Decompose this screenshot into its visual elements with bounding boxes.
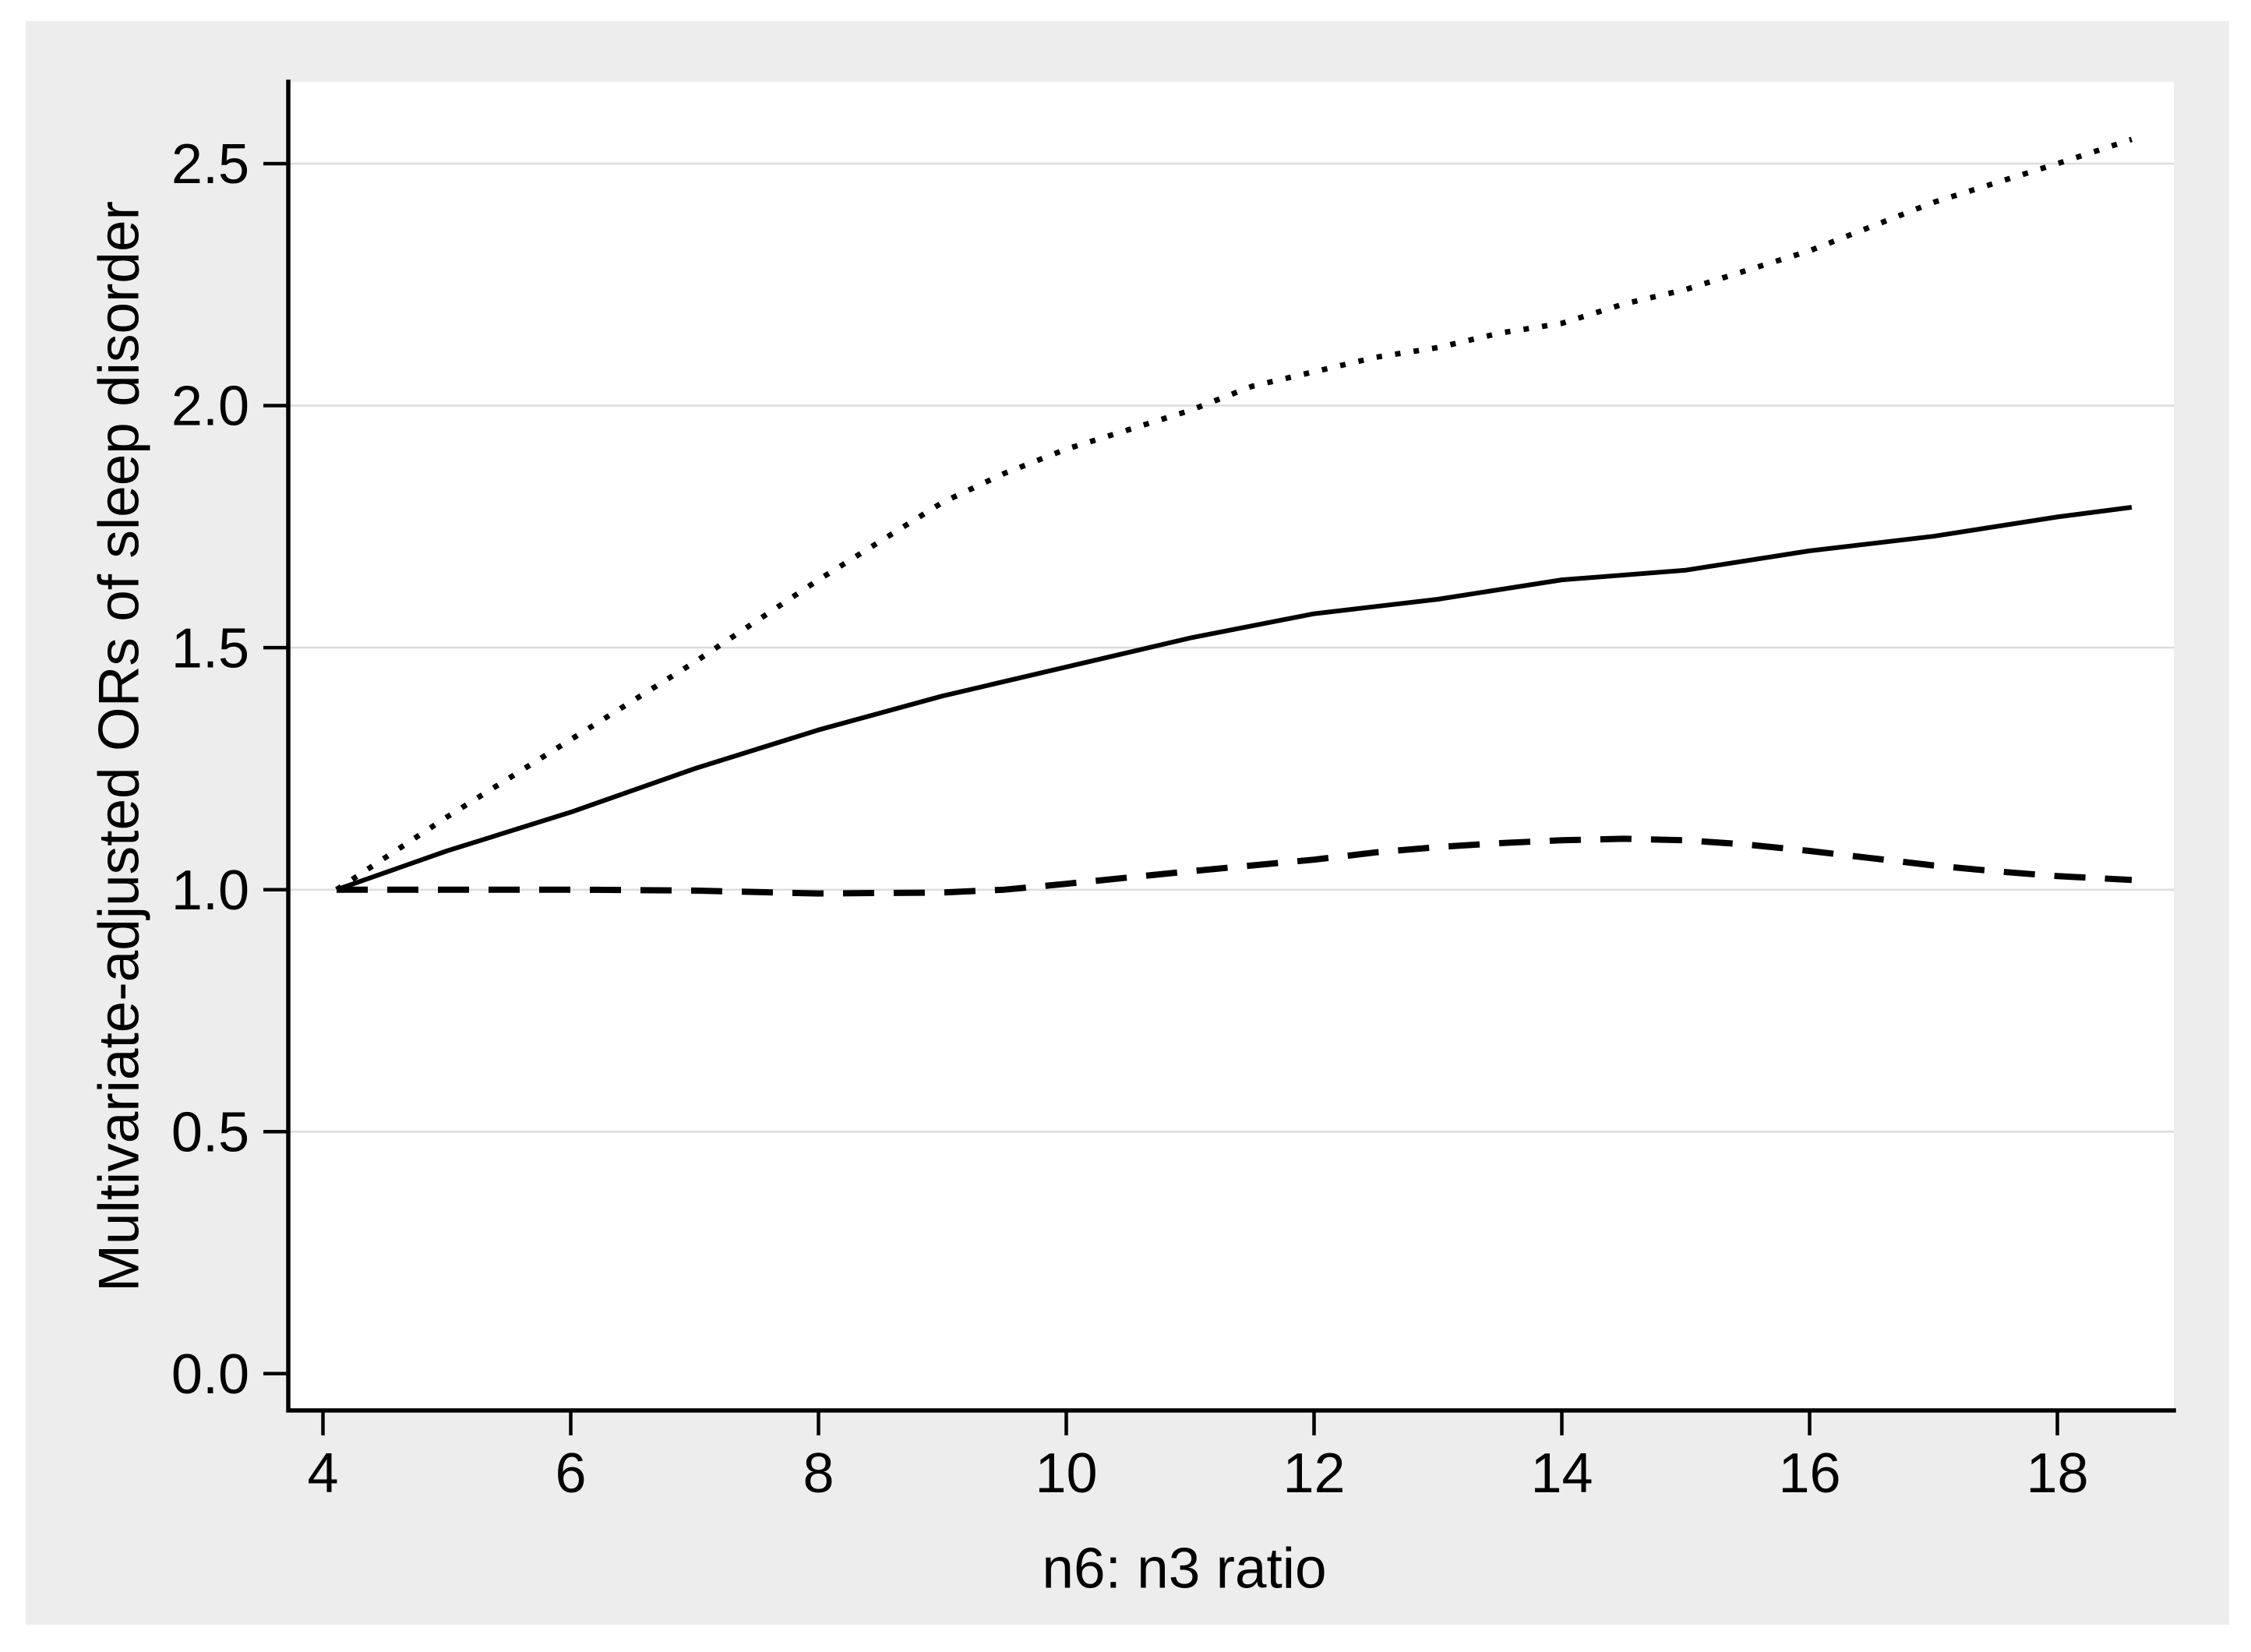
x-tick-label: 6	[555, 1442, 586, 1505]
x-tick-label: 18	[2026, 1442, 2088, 1505]
x-tick-label: 14	[1530, 1442, 1593, 1505]
y-tick-label: 2.0	[171, 376, 249, 438]
x-tick-label: 8	[803, 1442, 834, 1505]
gridlines	[288, 162, 2174, 1133]
y-axis-title: Multivariate-adjusted ORs of sleep disor…	[88, 201, 151, 1292]
plot-area	[288, 82, 2174, 1410]
axis-lines	[286, 79, 2176, 1413]
series-solid-line	[336, 505, 2133, 892]
y-tick-label: 0.5	[171, 1101, 249, 1163]
x-tick-label: 16	[1778, 1442, 1840, 1505]
y-tick-label: 1.0	[171, 860, 249, 922]
tick-labels: 0.0 0.5 1.0 1.5 2.0 2.5 4 6 8 10 12 14 16 18	[171, 133, 2089, 1505]
series-group	[335, 136, 2133, 897]
x-tick-label: 10	[1035, 1442, 1097, 1505]
x-tick-label: 4	[307, 1442, 338, 1505]
y-tick-label: 2.5	[171, 133, 249, 196]
x-tick-label: 12	[1283, 1442, 1345, 1505]
x-axis-title: n6: n3 ratio	[1042, 1537, 1326, 1601]
y-tick-label: 1.5	[171, 617, 249, 680]
y-tick-label: 0.0	[171, 1343, 249, 1406]
ticks	[263, 161, 2059, 1435]
axes	[286, 79, 2176, 1413]
series-dashed-line	[337, 835, 2133, 897]
